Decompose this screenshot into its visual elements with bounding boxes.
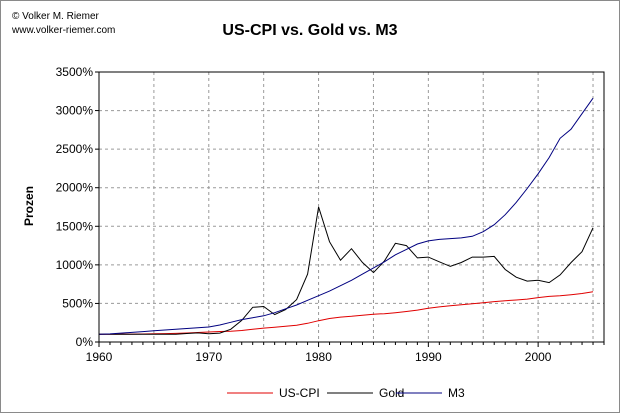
plot-background <box>99 72 604 342</box>
grid-lines <box>99 72 604 342</box>
x-tick-label: 1980 <box>305 350 332 364</box>
x-tick-label: 2000 <box>525 350 552 364</box>
legend-label-m3: M3 <box>448 386 465 400</box>
x-tick-label: 1990 <box>415 350 442 364</box>
y-tick-label: 0% <box>76 335 94 349</box>
x-tick-label: 1960 <box>86 350 113 364</box>
legend: US-CPI Gold M3 <box>227 386 465 400</box>
y-tick-label: 3000% <box>56 104 94 118</box>
series-line-gold <box>99 206 594 335</box>
series-line-us-cpi <box>98 291 594 335</box>
chart-title: US-CPI vs. Gold vs. M3 <box>222 22 397 39</box>
y-tick-label: 2000% <box>56 181 94 195</box>
y-axis: 0% 500% 1000% 1500% 2000% 2500% 3000% 3500% <box>56 65 99 349</box>
y-tick-label: 1000% <box>56 258 94 272</box>
series-layer <box>98 97 594 335</box>
legend-label-us-cpi: US-CPI <box>279 386 320 400</box>
y-tick-label: 2500% <box>56 142 94 156</box>
y-tick-label: 1500% <box>56 219 94 233</box>
series-line-m3 <box>98 97 594 335</box>
website-credit: www.volker-riemer.com <box>12 25 116 36</box>
plot-area <box>98 71 605 343</box>
y-axis-label: Prozen <box>22 186 36 226</box>
y-tick-label: 500% <box>62 296 93 310</box>
legend-label-gold: Gold <box>379 386 404 400</box>
x-axis: 1960 1970 1980 1990 2000 <box>86 342 605 364</box>
y-tick-label: 3500% <box>56 65 94 79</box>
author-credit: © Volker M. Riemer <box>12 11 99 22</box>
x-tick-label: 1970 <box>195 350 222 364</box>
